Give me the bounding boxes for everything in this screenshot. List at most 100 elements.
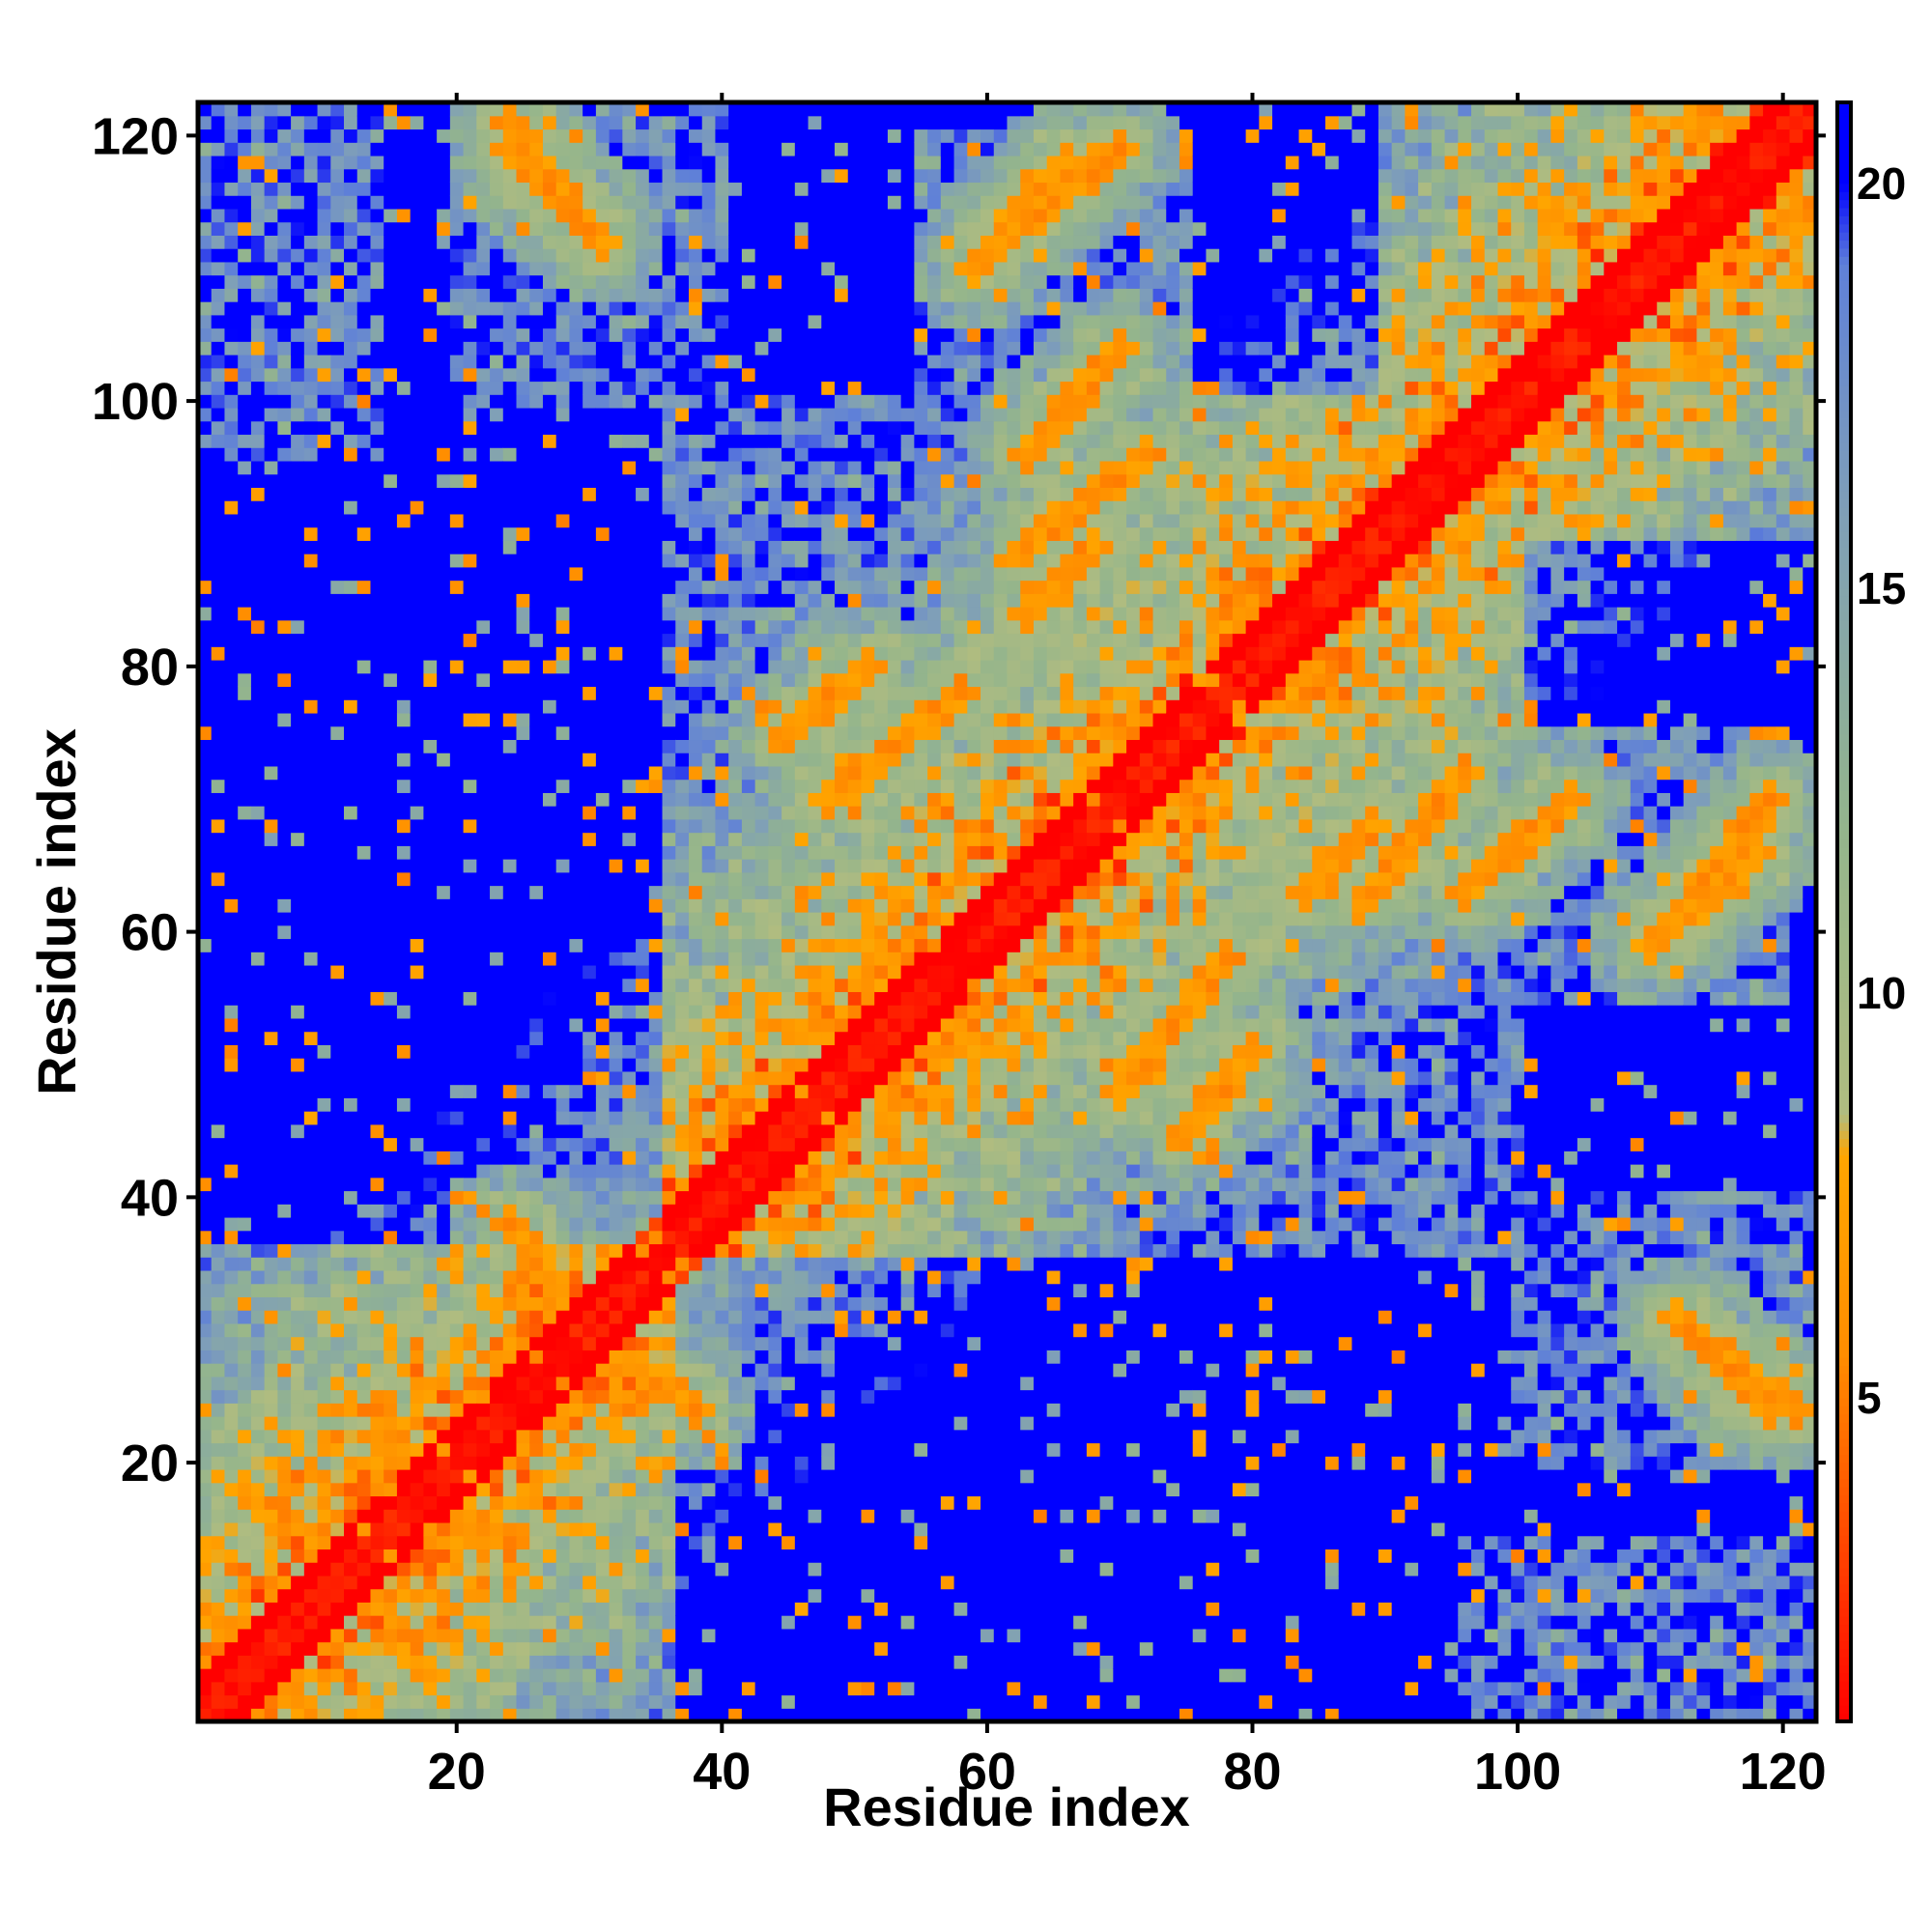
heatmap-cell bbox=[517, 859, 530, 872]
heatmap-cell bbox=[277, 646, 291, 660]
heatmap-cell bbox=[702, 1071, 716, 1085]
heatmap-cell bbox=[212, 766, 225, 780]
heatmap-cell bbox=[357, 434, 371, 447]
heatmap-cell bbox=[251, 128, 265, 142]
heatmap-cell bbox=[411, 116, 424, 129]
heatmap-cell bbox=[291, 925, 304, 939]
heatmap-cell bbox=[344, 965, 357, 979]
heatmap-cell bbox=[622, 248, 636, 262]
heatmap-cell bbox=[423, 1443, 437, 1457]
heatmap-cell bbox=[238, 288, 251, 301]
heatmap-cell bbox=[476, 169, 490, 183]
heatmap-cell bbox=[277, 527, 291, 541]
heatmap-cell bbox=[596, 381, 610, 394]
heatmap-cell bbox=[411, 739, 424, 753]
heatmap-cell bbox=[357, 301, 371, 315]
heatmap-cell bbox=[464, 1589, 477, 1603]
heatmap-cell bbox=[344, 1018, 357, 1032]
heatmap-cell bbox=[503, 673, 517, 687]
heatmap-cell bbox=[344, 898, 357, 912]
heatmap-cell bbox=[224, 1456, 238, 1469]
heatmap-cell bbox=[582, 1483, 596, 1496]
heatmap-cell bbox=[543, 315, 556, 328]
heatmap-cell bbox=[543, 116, 556, 129]
heatmap-cell bbox=[503, 833, 517, 846]
heatmap-cell bbox=[649, 434, 663, 447]
heatmap-cell bbox=[689, 500, 702, 514]
heatmap-cell bbox=[622, 1284, 636, 1297]
heatmap-cell bbox=[277, 1377, 291, 1390]
heatmap-cell bbox=[517, 806, 530, 819]
heatmap-cell bbox=[596, 1682, 610, 1695]
heatmap-cell bbox=[543, 1111, 556, 1124]
heatmap-cell bbox=[344, 806, 357, 819]
heatmap-cell bbox=[384, 912, 397, 925]
heatmap-cell bbox=[357, 461, 371, 474]
heatmap-cell bbox=[490, 1495, 503, 1509]
heatmap-cell bbox=[702, 1138, 716, 1151]
heatmap-cell bbox=[251, 952, 265, 965]
heatmap-cell bbox=[543, 262, 556, 275]
heatmap-cell bbox=[636, 142, 649, 156]
heatmap-cell bbox=[543, 527, 556, 541]
heatmap-cell bbox=[344, 952, 357, 965]
heatmap-cell bbox=[370, 1403, 384, 1416]
heatmap-cell bbox=[569, 753, 582, 766]
heatmap-cell bbox=[517, 1682, 530, 1695]
heatmap-cell bbox=[330, 1284, 344, 1297]
heatmap-cell bbox=[476, 1111, 490, 1124]
heatmap-cell bbox=[357, 1284, 371, 1297]
heatmap-cell bbox=[464, 381, 477, 394]
heatmap-cell bbox=[596, 646, 610, 660]
heatmap-cell bbox=[610, 925, 623, 939]
heatmap-cell bbox=[636, 169, 649, 183]
heatmap-cell bbox=[384, 713, 397, 726]
heatmap-cell bbox=[596, 368, 610, 382]
heatmap-cell bbox=[728, 780, 742, 793]
heatmap-cell bbox=[251, 1655, 265, 1668]
heatmap-cell bbox=[344, 169, 357, 183]
heatmap-cell bbox=[596, 1018, 610, 1032]
heatmap-cell bbox=[649, 1018, 663, 1032]
heatmap-cell bbox=[663, 886, 676, 899]
heatmap-cell bbox=[543, 699, 556, 713]
heatmap-cell bbox=[224, 275, 238, 289]
heatmap-cell bbox=[357, 660, 371, 673]
heatmap-cell bbox=[370, 979, 384, 992]
heatmap-cell bbox=[330, 1377, 344, 1390]
heatmap-cell bbox=[330, 1217, 344, 1231]
heatmap-cell bbox=[384, 872, 397, 886]
heatmap-cell bbox=[702, 1443, 716, 1457]
heatmap-cell bbox=[370, 792, 384, 806]
heatmap-cell bbox=[490, 833, 503, 846]
heatmap-cell bbox=[543, 686, 556, 699]
heatmap-cell bbox=[517, 634, 530, 647]
heatmap-cell bbox=[238, 341, 251, 355]
heatmap-cell bbox=[437, 1097, 450, 1111]
heatmap-cell bbox=[649, 421, 663, 435]
heatmap-cell bbox=[689, 1536, 702, 1549]
heatmap-cell bbox=[649, 686, 663, 699]
heatmap-cell bbox=[476, 1576, 490, 1589]
heatmap-cell bbox=[330, 1085, 344, 1098]
heatmap-cell bbox=[610, 474, 623, 488]
heatmap-cell bbox=[529, 1350, 543, 1363]
heatmap-cell bbox=[464, 1363, 477, 1377]
heatmap-cell bbox=[291, 328, 304, 342]
heatmap-cell bbox=[622, 912, 636, 925]
heatmap-cell bbox=[517, 408, 530, 421]
heatmap-cell bbox=[675, 328, 689, 342]
heatmap-cell bbox=[344, 766, 357, 780]
heatmap-cell bbox=[397, 607, 411, 620]
heatmap-cell bbox=[556, 1682, 570, 1695]
heatmap-cell bbox=[622, 1655, 636, 1668]
heatmap-cell bbox=[517, 780, 530, 793]
heatmap-cell bbox=[277, 792, 291, 806]
heatmap-cell bbox=[464, 1270, 477, 1284]
heatmap-cell bbox=[675, 952, 689, 965]
heatmap-cell bbox=[437, 1071, 450, 1085]
heatmap-cell bbox=[636, 1164, 649, 1178]
heatmap-cell bbox=[411, 699, 424, 713]
heatmap-cell bbox=[556, 1124, 570, 1138]
heatmap-cell bbox=[277, 1483, 291, 1496]
